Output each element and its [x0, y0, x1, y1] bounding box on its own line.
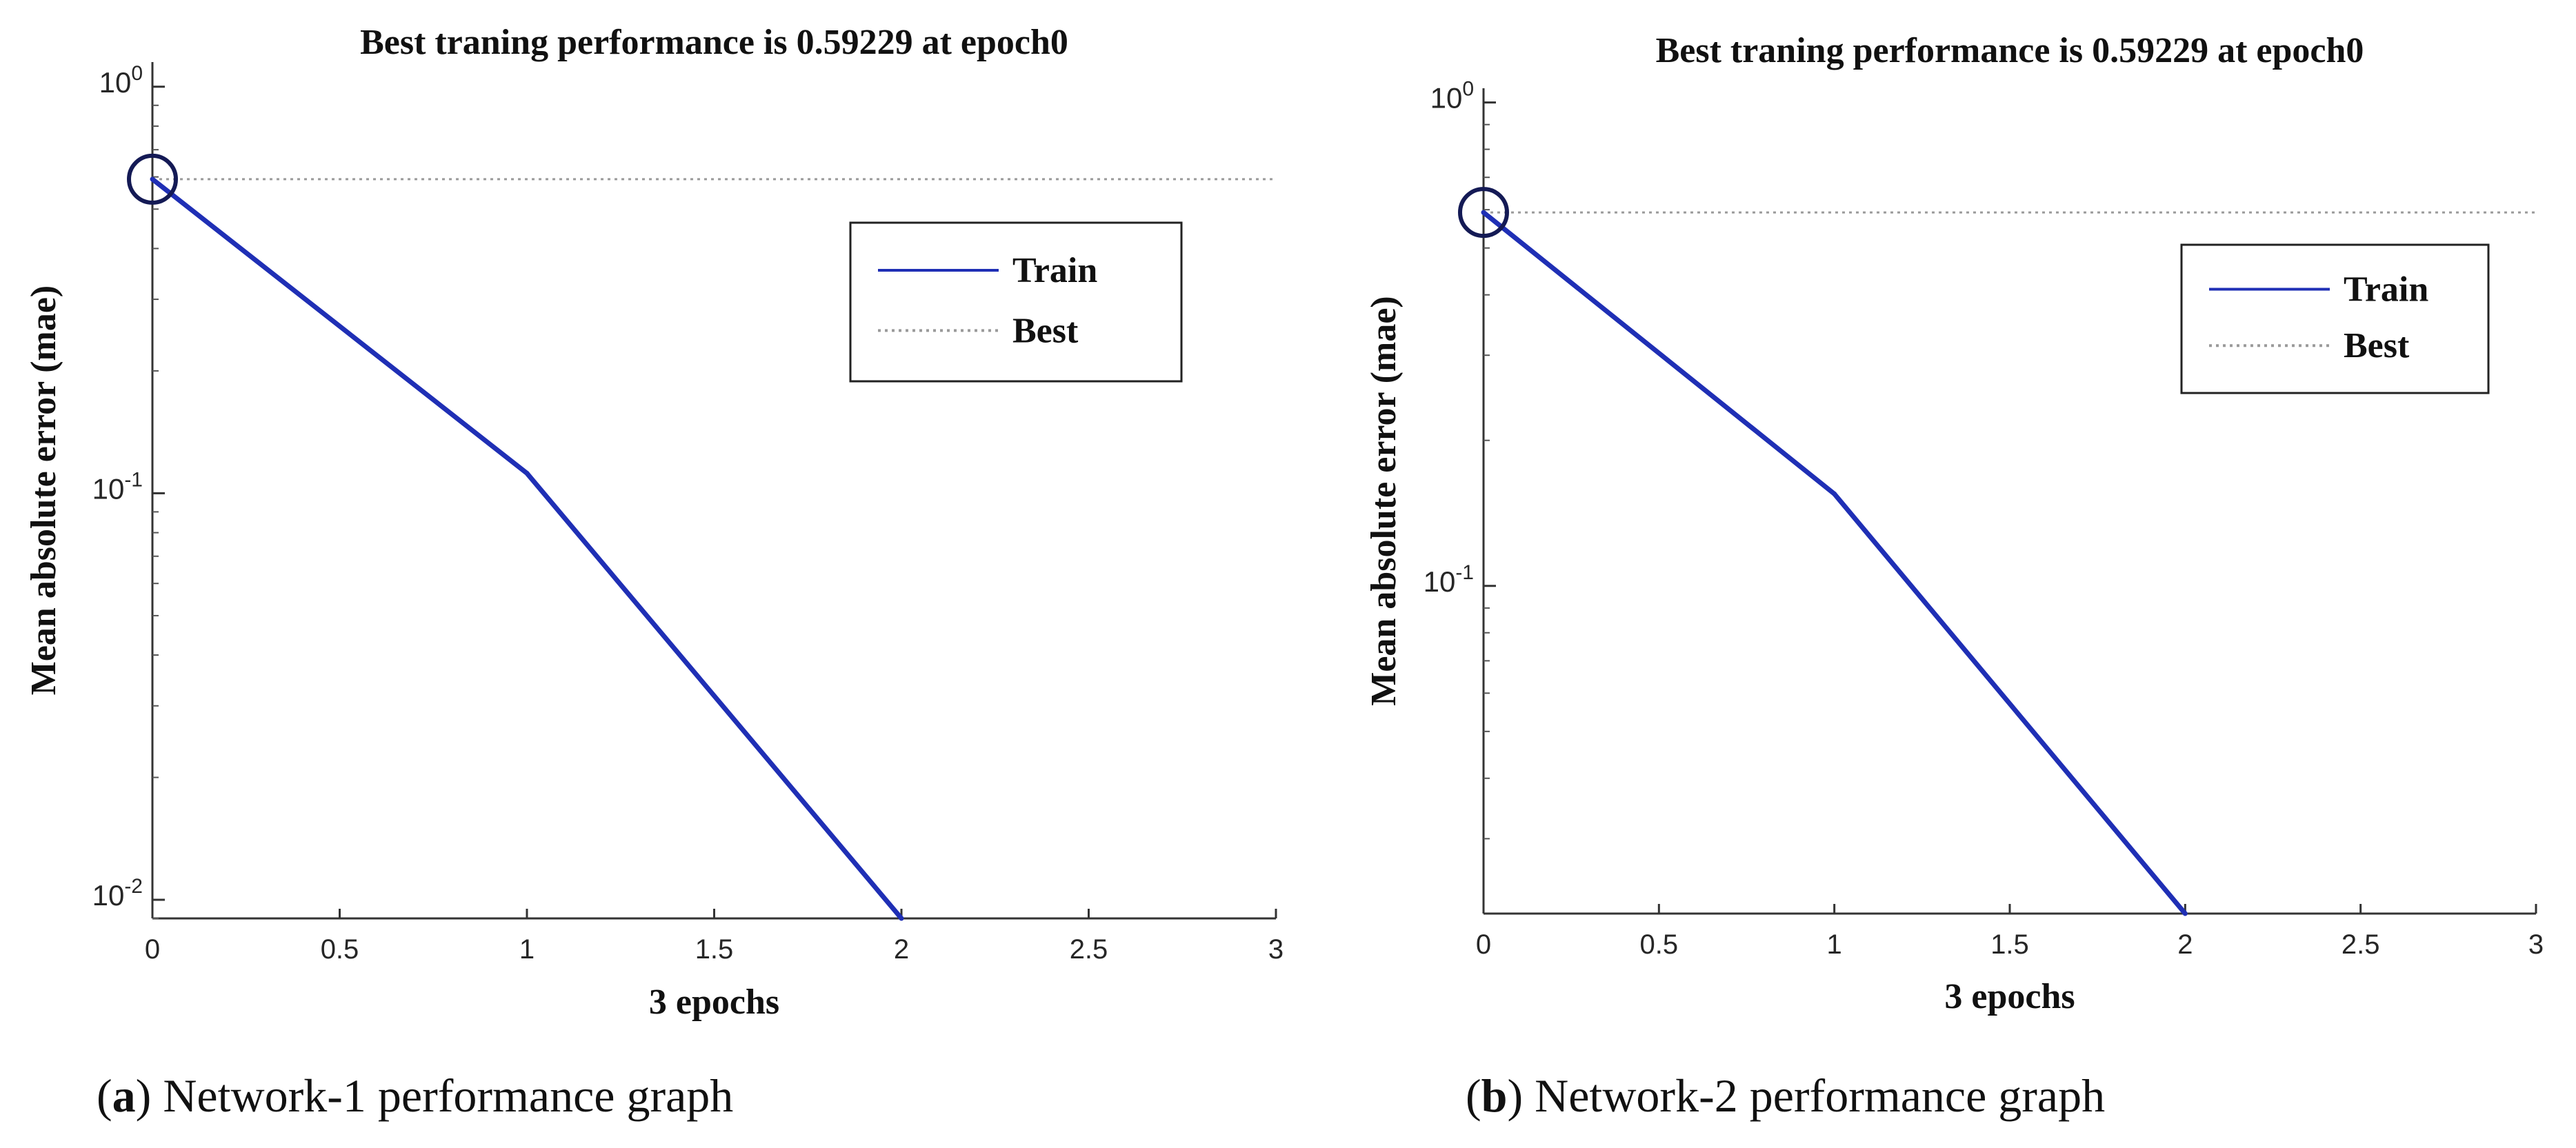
- train-point: [1481, 210, 1486, 215]
- caption-paren: ): [1507, 1069, 1523, 1122]
- x-tick-label: 1.5: [695, 934, 734, 965]
- x-tick-label: 2: [2177, 929, 2193, 960]
- x-tick-label: 2: [894, 934, 909, 965]
- panel-caption: (b) Network-2 performance graph: [1466, 1069, 2105, 1122]
- y-tick-exponent: -1: [124, 468, 143, 491]
- caption-text: Network-1 performance graph: [151, 1069, 733, 1122]
- train-point: [2182, 911, 2188, 916]
- y-tick-label: 10-1: [1424, 561, 1474, 598]
- x-tick-label: 3: [2528, 929, 2544, 960]
- caption-paren: ): [136, 1069, 152, 1122]
- y-tick-label: 10-2: [92, 875, 143, 912]
- x-tick-label: 0.5: [321, 934, 359, 965]
- x-tick-label: 0: [1476, 929, 1491, 960]
- train-point: [899, 916, 904, 921]
- caption-text: Network-2 performance graph: [1523, 1069, 2105, 1122]
- legend-box: [2180, 243, 2490, 394]
- y-tick-exponent: -2: [124, 875, 143, 898]
- caption-label: b: [1481, 1069, 1508, 1122]
- train-line: [150, 177, 903, 920]
- x-tick-label: 2.5: [1070, 934, 1108, 965]
- caption-paren: (: [1466, 1069, 1481, 1122]
- y-tick-exponent: -1: [1455, 561, 1474, 584]
- y-tick-base: 10: [92, 472, 125, 505]
- x-tick-label: 1: [519, 934, 535, 965]
- y-tick-exponent: 0: [1462, 78, 1474, 101]
- y-tick-base: 10: [1430, 82, 1463, 114]
- x-tick-label: 1: [1827, 929, 1842, 960]
- y-tick-label: 100: [99, 62, 143, 99]
- panel-caption: (a) Network-1 performance graph: [97, 1069, 733, 1122]
- caption-label: a: [112, 1069, 136, 1122]
- y-tick-label: 10-1: [92, 468, 143, 505]
- y-tick-base: 10: [1424, 565, 1456, 598]
- y-tick-label: 100: [1430, 78, 1474, 114]
- x-axis-label: 3 epochs: [649, 983, 779, 1022]
- best-epoch-marker: [127, 153, 178, 205]
- y-tick-base: 10: [92, 879, 125, 912]
- legend-box: [849, 221, 1183, 383]
- y-axis-label: Mean absolute error (mae): [1364, 296, 1404, 705]
- legend-best-label: Best: [1012, 311, 1079, 350]
- x-tick-label: 1.5: [1990, 929, 2029, 960]
- y-axis-label: Mean absolute error (mae): [24, 285, 63, 695]
- best-epoch-marker: [1458, 187, 1509, 239]
- y-tick-exponent: 0: [131, 62, 143, 85]
- train-point: [524, 470, 530, 476]
- train-point: [150, 177, 155, 182]
- legend: Train Best: [849, 221, 1183, 383]
- y-tick-base: 10: [99, 66, 132, 99]
- caption-paren: (: [97, 1069, 112, 1122]
- legend: Train Best: [2180, 243, 2490, 394]
- legend-best-label: Best: [2344, 326, 2410, 365]
- train-line: [1481, 210, 2188, 916]
- x-tick-label: 0.5: [1640, 929, 1679, 960]
- chart-title: Best traning performance is 0.59229 at e…: [360, 23, 1068, 62]
- x-axis-label: 3 epochs: [1944, 977, 2075, 1016]
- x-tick-label: 0: [145, 934, 160, 965]
- chart-title: Best traning performance is 0.59229 at e…: [1656, 31, 2364, 70]
- x-tick-label: 3: [1268, 934, 1284, 965]
- legend-train-label: Train: [1012, 251, 1097, 290]
- legend-train-label: Train: [2344, 270, 2428, 310]
- x-tick-label: 2.5: [2342, 929, 2380, 960]
- train-point: [1832, 491, 1837, 496]
